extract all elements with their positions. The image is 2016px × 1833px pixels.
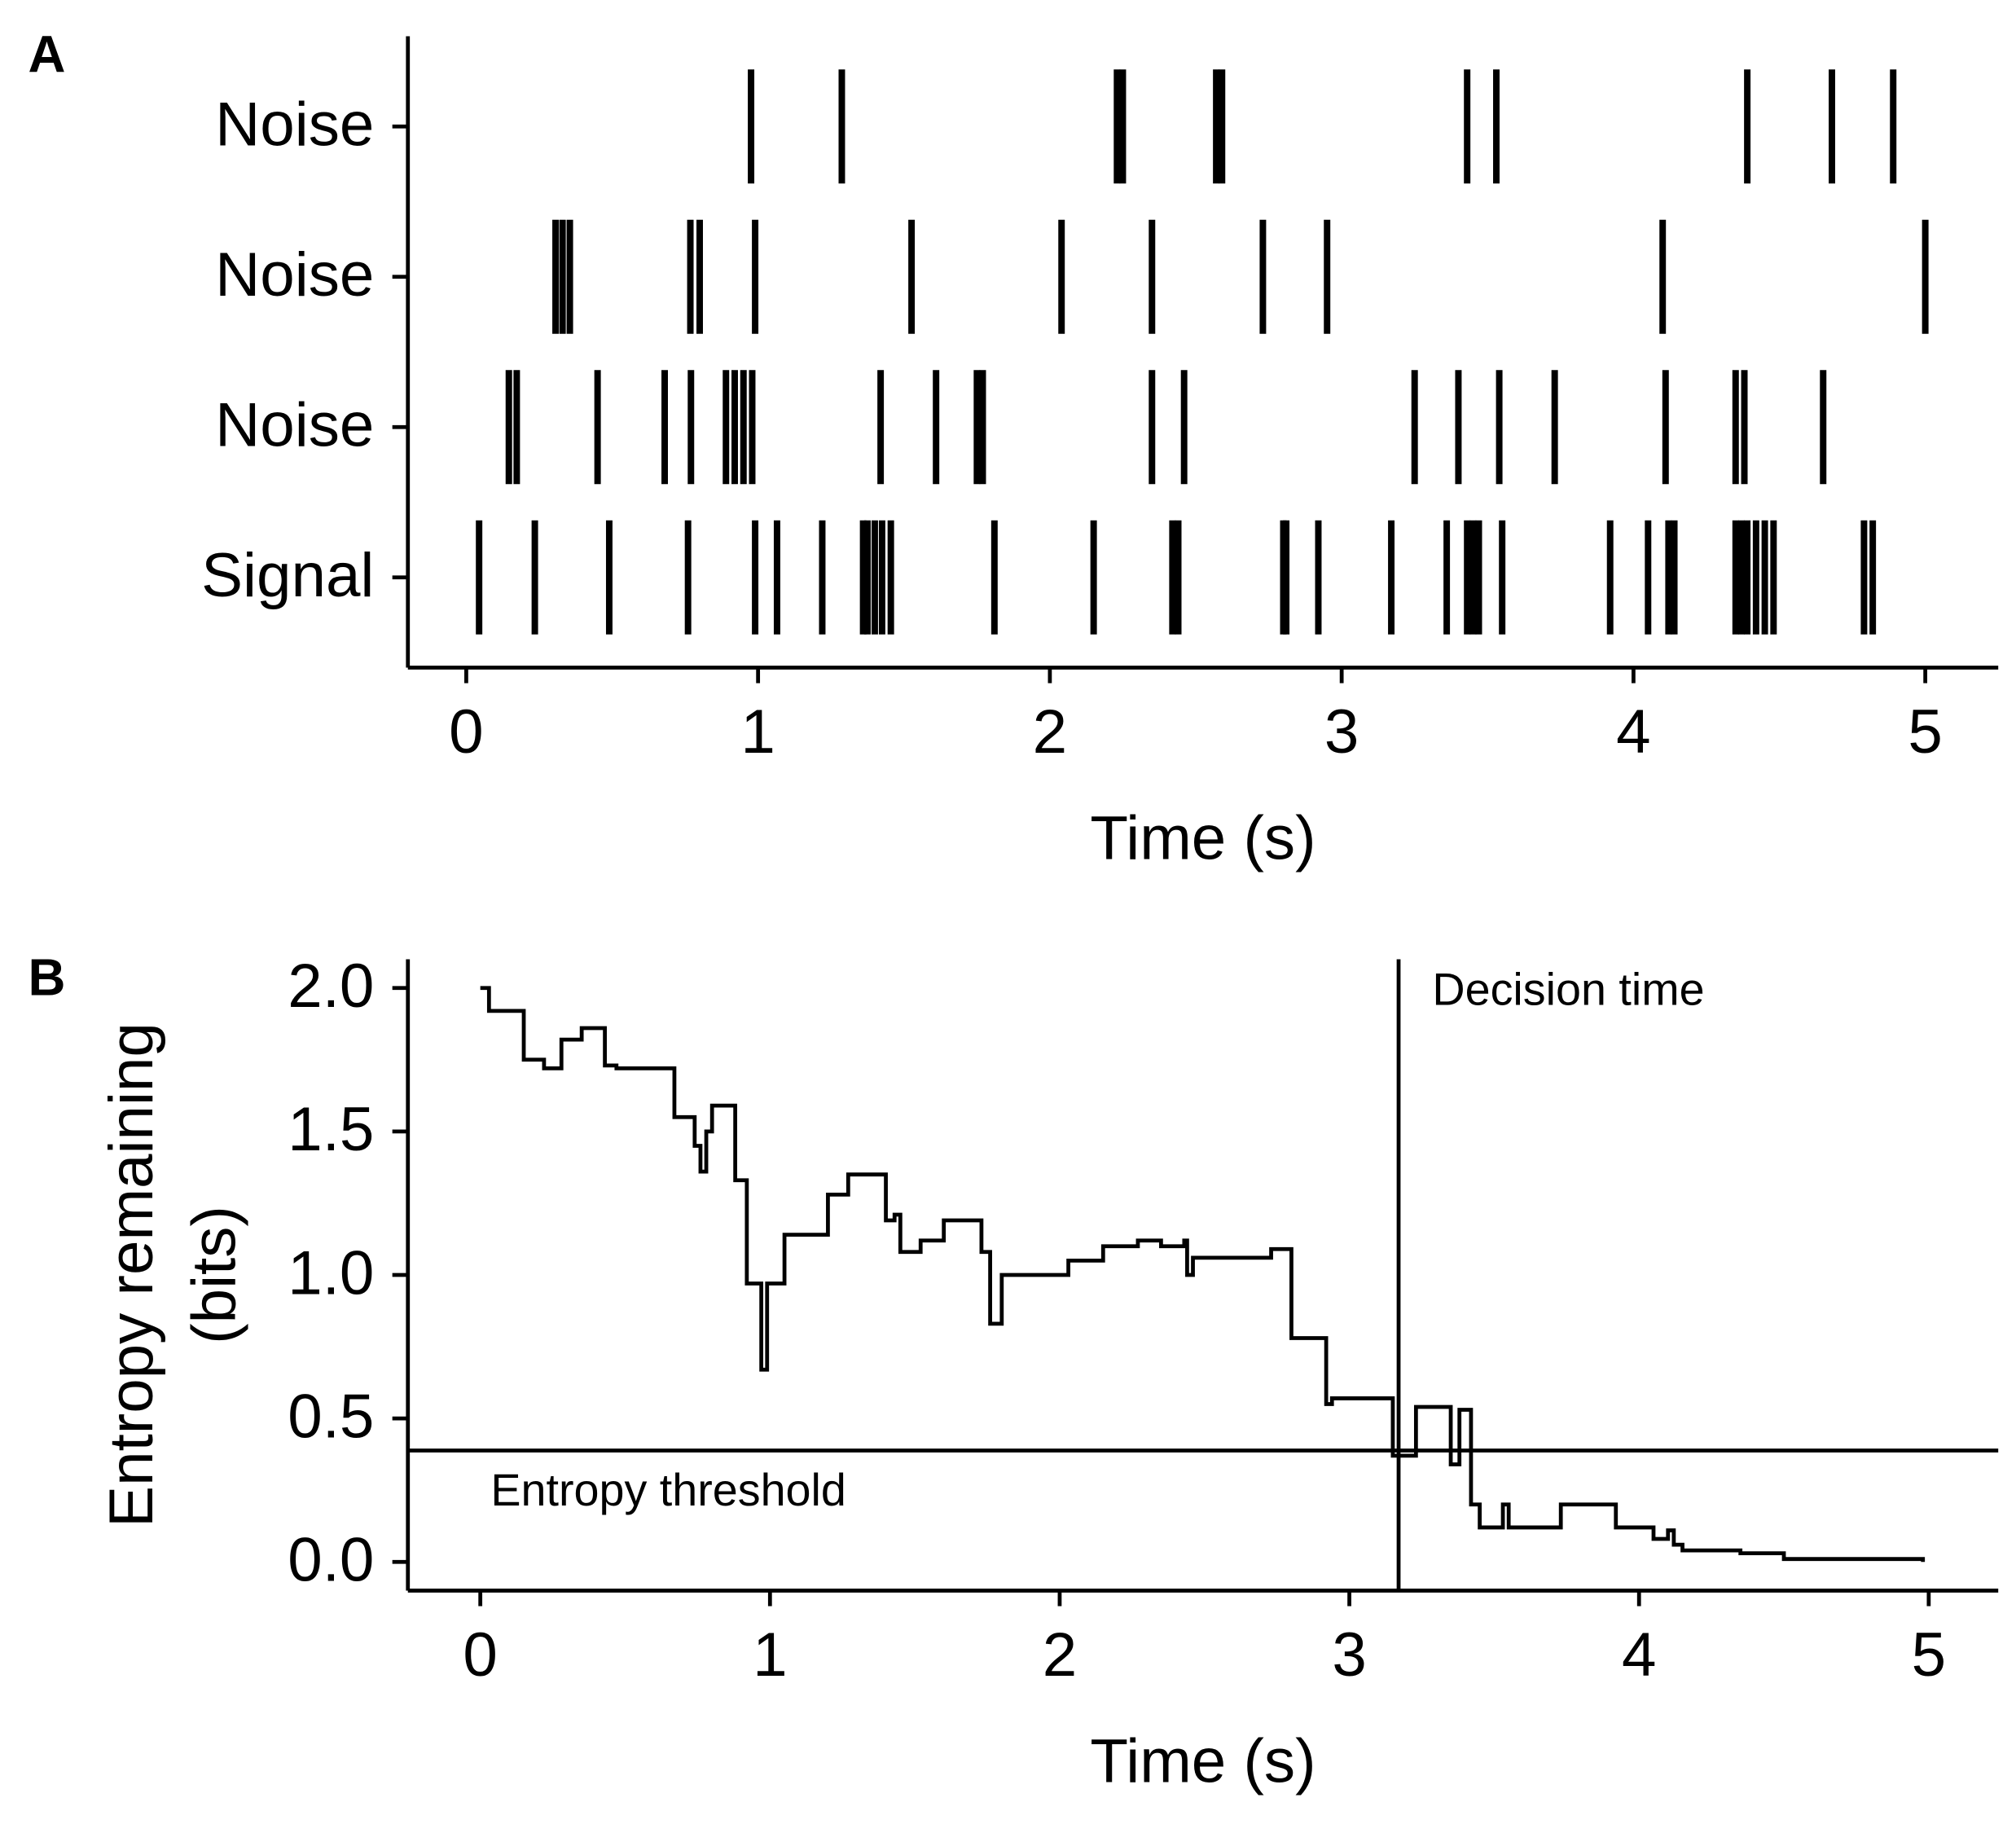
y-tick-label: Noise	[215, 90, 374, 160]
x-tick-label: 5	[1912, 1620, 1946, 1690]
x-axis-label: Time (s)	[1090, 1726, 1315, 1796]
y-axis-label: Entropy remaining	[97, 1022, 166, 1528]
y-tick-label: 1.0	[288, 1238, 374, 1308]
y-tick-label: 0.5	[288, 1382, 374, 1451]
y-tick-label: 0.0	[288, 1526, 374, 1595]
y-tick-label: 1.5	[288, 1095, 374, 1164]
panel-label: B	[29, 948, 66, 1006]
x-tick-label: 5	[1908, 697, 1942, 767]
x-tick-label: 3	[1332, 1620, 1366, 1690]
panel-label: A	[29, 25, 66, 83]
y-tick-label: 2.0	[288, 952, 374, 1021]
annotation: Entropy threshold	[490, 1465, 845, 1515]
x-tick-label: 3	[1324, 697, 1359, 767]
x-axis-label: Time (s)	[1090, 803, 1315, 873]
x-tick-label: 4	[1622, 1620, 1656, 1690]
x-tick-label: 0	[449, 697, 483, 767]
x-tick-label: 1	[753, 1620, 787, 1690]
entropy-line	[480, 986, 1926, 1563]
x-tick-label: 0	[463, 1620, 497, 1690]
annotation: Decision time	[1432, 965, 1704, 1015]
y-axis-label: (bits)	[180, 1206, 249, 1344]
y-tick-label: Noise	[215, 240, 374, 310]
x-tick-label: 4	[1616, 697, 1650, 767]
y-tick-label: Signal	[201, 541, 374, 610]
y-tick-label: Noise	[215, 391, 374, 460]
x-tick-label: 1	[740, 697, 775, 767]
x-tick-label: 2	[1033, 697, 1067, 767]
x-tick-label: 2	[1043, 1620, 1077, 1690]
